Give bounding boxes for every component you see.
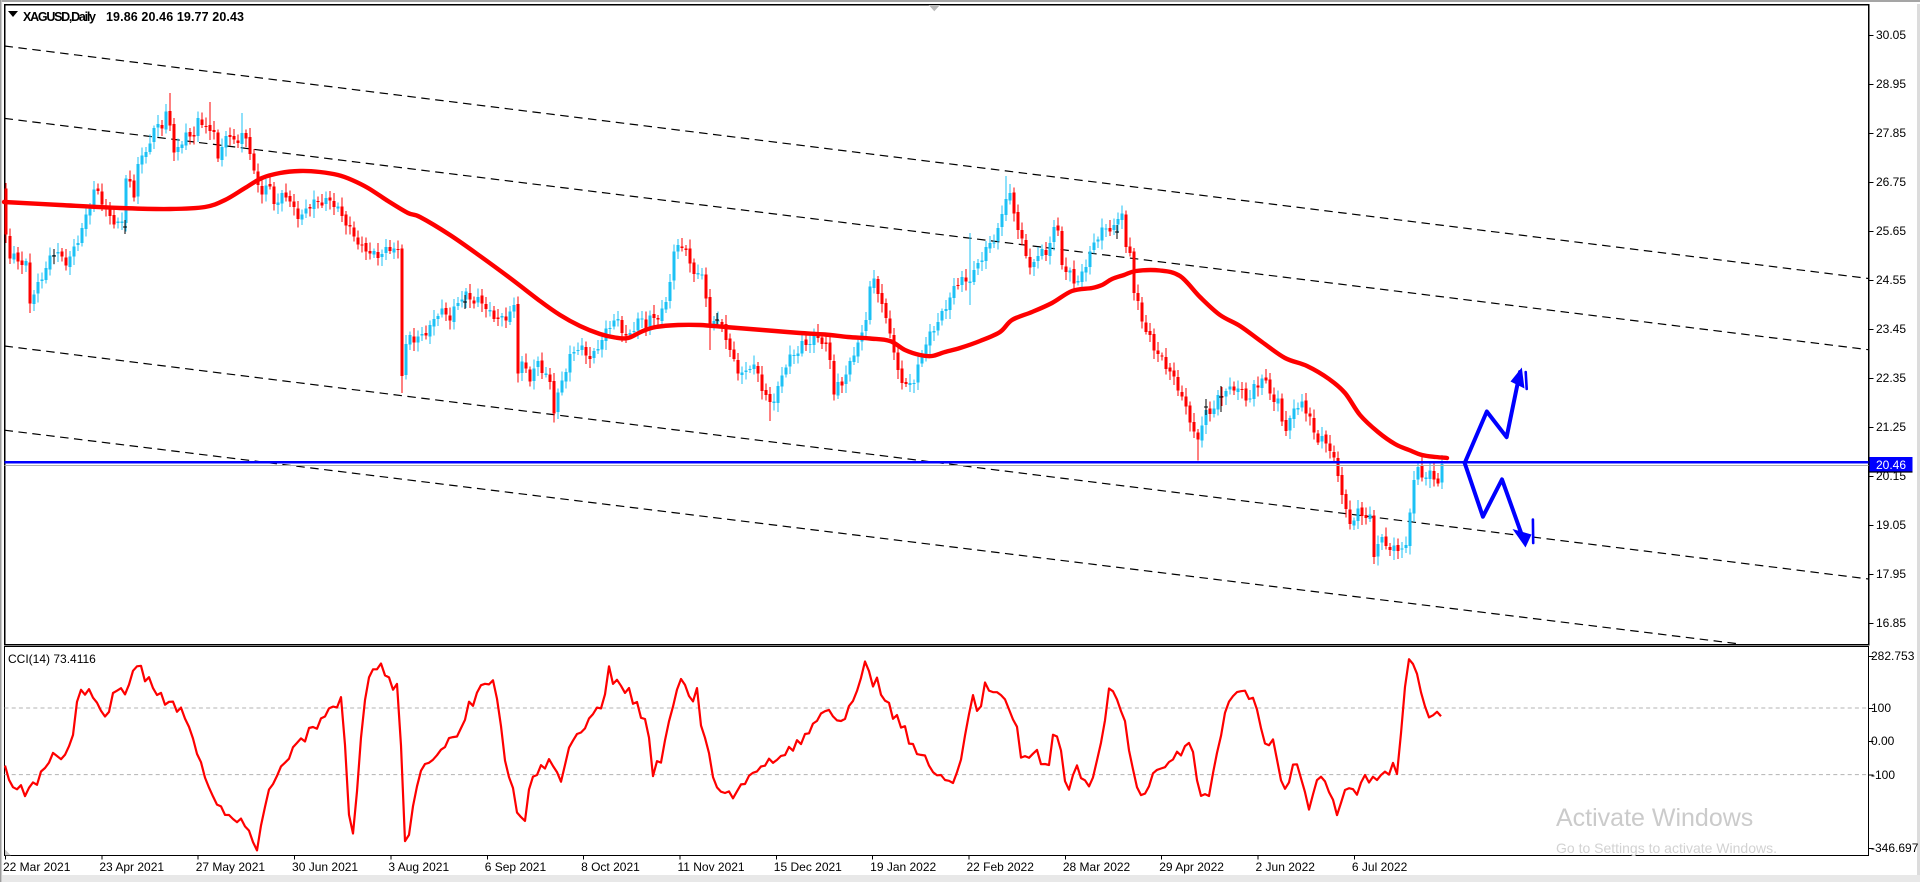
svg-text:19.86 20.46 19.77 20.43: 19.86 20.46 19.77 20.43 xyxy=(106,10,244,24)
svg-text:30 Jun 2021: 30 Jun 2021 xyxy=(292,860,358,874)
svg-text:8 Oct 2021: 8 Oct 2021 xyxy=(581,860,640,874)
svg-text:CCI(14) 73.4116: CCI(14) 73.4116 xyxy=(8,652,96,666)
svg-text:282.753: 282.753 xyxy=(1871,649,1915,663)
svg-text:0.00: 0.00 xyxy=(1871,734,1895,748)
svg-text:19 Jan 2022: 19 Jan 2022 xyxy=(870,860,936,874)
svg-text:-346.697: -346.697 xyxy=(1871,841,1919,855)
svg-text:XAGUSD,Daily: XAGUSD,Daily xyxy=(23,10,96,24)
svg-text:Activate Windows: Activate Windows xyxy=(1556,804,1753,832)
svg-text:23 Apr 2021: 23 Apr 2021 xyxy=(99,860,164,874)
svg-text:Go to Settings to activate Win: Go to Settings to activate Windows. xyxy=(1556,840,1777,856)
svg-text:28.95: 28.95 xyxy=(1876,77,1906,91)
svg-text:28 Mar 2022: 28 Mar 2022 xyxy=(1063,860,1131,874)
svg-text:2 Jun 2022: 2 Jun 2022 xyxy=(1256,860,1316,874)
svg-text:26.75: 26.75 xyxy=(1876,175,1906,189)
svg-text:19.05: 19.05 xyxy=(1876,518,1906,532)
svg-text:6 Sep 2021: 6 Sep 2021 xyxy=(485,860,547,874)
svg-text:6 Jul 2022: 6 Jul 2022 xyxy=(1352,860,1408,874)
svg-text:22 Feb 2022: 22 Feb 2022 xyxy=(967,860,1035,874)
svg-text:20.46: 20.46 xyxy=(1876,458,1906,472)
svg-text:100: 100 xyxy=(1871,701,1891,715)
svg-text:24.55: 24.55 xyxy=(1876,273,1906,287)
svg-text:15 Dec 2021: 15 Dec 2021 xyxy=(774,860,842,874)
svg-text:21.25: 21.25 xyxy=(1876,420,1906,434)
svg-text:3 Aug 2021: 3 Aug 2021 xyxy=(388,860,449,874)
svg-text:17.95: 17.95 xyxy=(1876,567,1906,581)
svg-text:27.85: 27.85 xyxy=(1876,126,1906,140)
svg-text:22.35: 22.35 xyxy=(1876,371,1906,385)
svg-text:30.05: 30.05 xyxy=(1876,28,1906,42)
svg-text:22 Mar 2021: 22 Mar 2021 xyxy=(3,860,71,874)
svg-text:11 Nov 2021: 11 Nov 2021 xyxy=(677,860,744,874)
svg-text:27 May 2021: 27 May 2021 xyxy=(196,860,266,874)
svg-text:23.45: 23.45 xyxy=(1876,322,1906,336)
svg-text:-100: -100 xyxy=(1871,768,1895,782)
svg-text:29 Apr 2022: 29 Apr 2022 xyxy=(1159,860,1224,874)
svg-text:16.85: 16.85 xyxy=(1876,616,1906,630)
svg-text:25.65: 25.65 xyxy=(1876,224,1906,238)
